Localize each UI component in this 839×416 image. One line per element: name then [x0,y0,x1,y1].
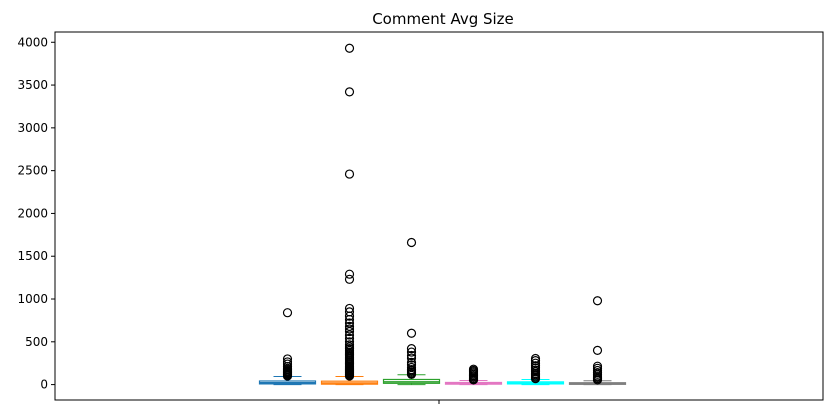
y-tick-label: 2000 [17,206,48,220]
outlier-point [344,169,355,179]
outlier-point [406,237,417,248]
outlier-point [530,361,541,371]
outlier-point [282,357,293,367]
outlier-point [344,318,355,328]
outlier-point [530,358,541,368]
outlier-point [344,303,355,314]
y-tick-label: 3000 [17,121,48,135]
outlier-point [282,354,293,364]
outlier-point [406,353,417,363]
outlier-point [344,324,355,334]
box-series [568,296,627,386]
outlier-point [592,361,603,371]
box-series [506,353,565,386]
outlier-point [406,357,417,367]
outlier-point [406,362,417,373]
box-series-group [258,43,627,386]
outlier-point [592,296,603,306]
plot-frame [54,31,824,401]
outlier-point [344,333,355,343]
outlier-point [344,340,355,350]
outlier-point [344,274,355,284]
outlier-point [344,87,355,97]
outlier-point [530,353,541,364]
box-series [444,364,503,386]
outlier-point [406,328,417,338]
y-tick-label: 0 [40,378,48,392]
y-axis: 0 500 1000 1500 2000 2500 3000 3500 4000 [17,35,55,392]
outlier-point [406,360,417,370]
outlier-point [406,344,417,354]
y-tick-label: 4000 [17,35,48,49]
outlier-point [344,269,355,279]
outlier-point [344,321,355,331]
y-tick-label: 3500 [17,78,48,92]
chart-title: Comment Avg Size [372,10,514,28]
outlier-point [406,350,417,361]
box-series [258,308,317,386]
outlier-point [592,345,603,355]
box-series [382,237,441,386]
outlier-point [344,43,355,53]
y-tick-label: 500 [25,335,48,349]
outlier-point [344,337,355,347]
outlier-point [468,364,479,374]
y-tick-label: 1500 [17,249,48,263]
outlier-point [282,308,293,318]
y-tick-label: 1000 [17,292,48,306]
outlier-point [406,347,417,357]
y-tick-label: 2500 [17,164,48,178]
outlier-point [344,307,355,317]
box-series [320,43,379,386]
